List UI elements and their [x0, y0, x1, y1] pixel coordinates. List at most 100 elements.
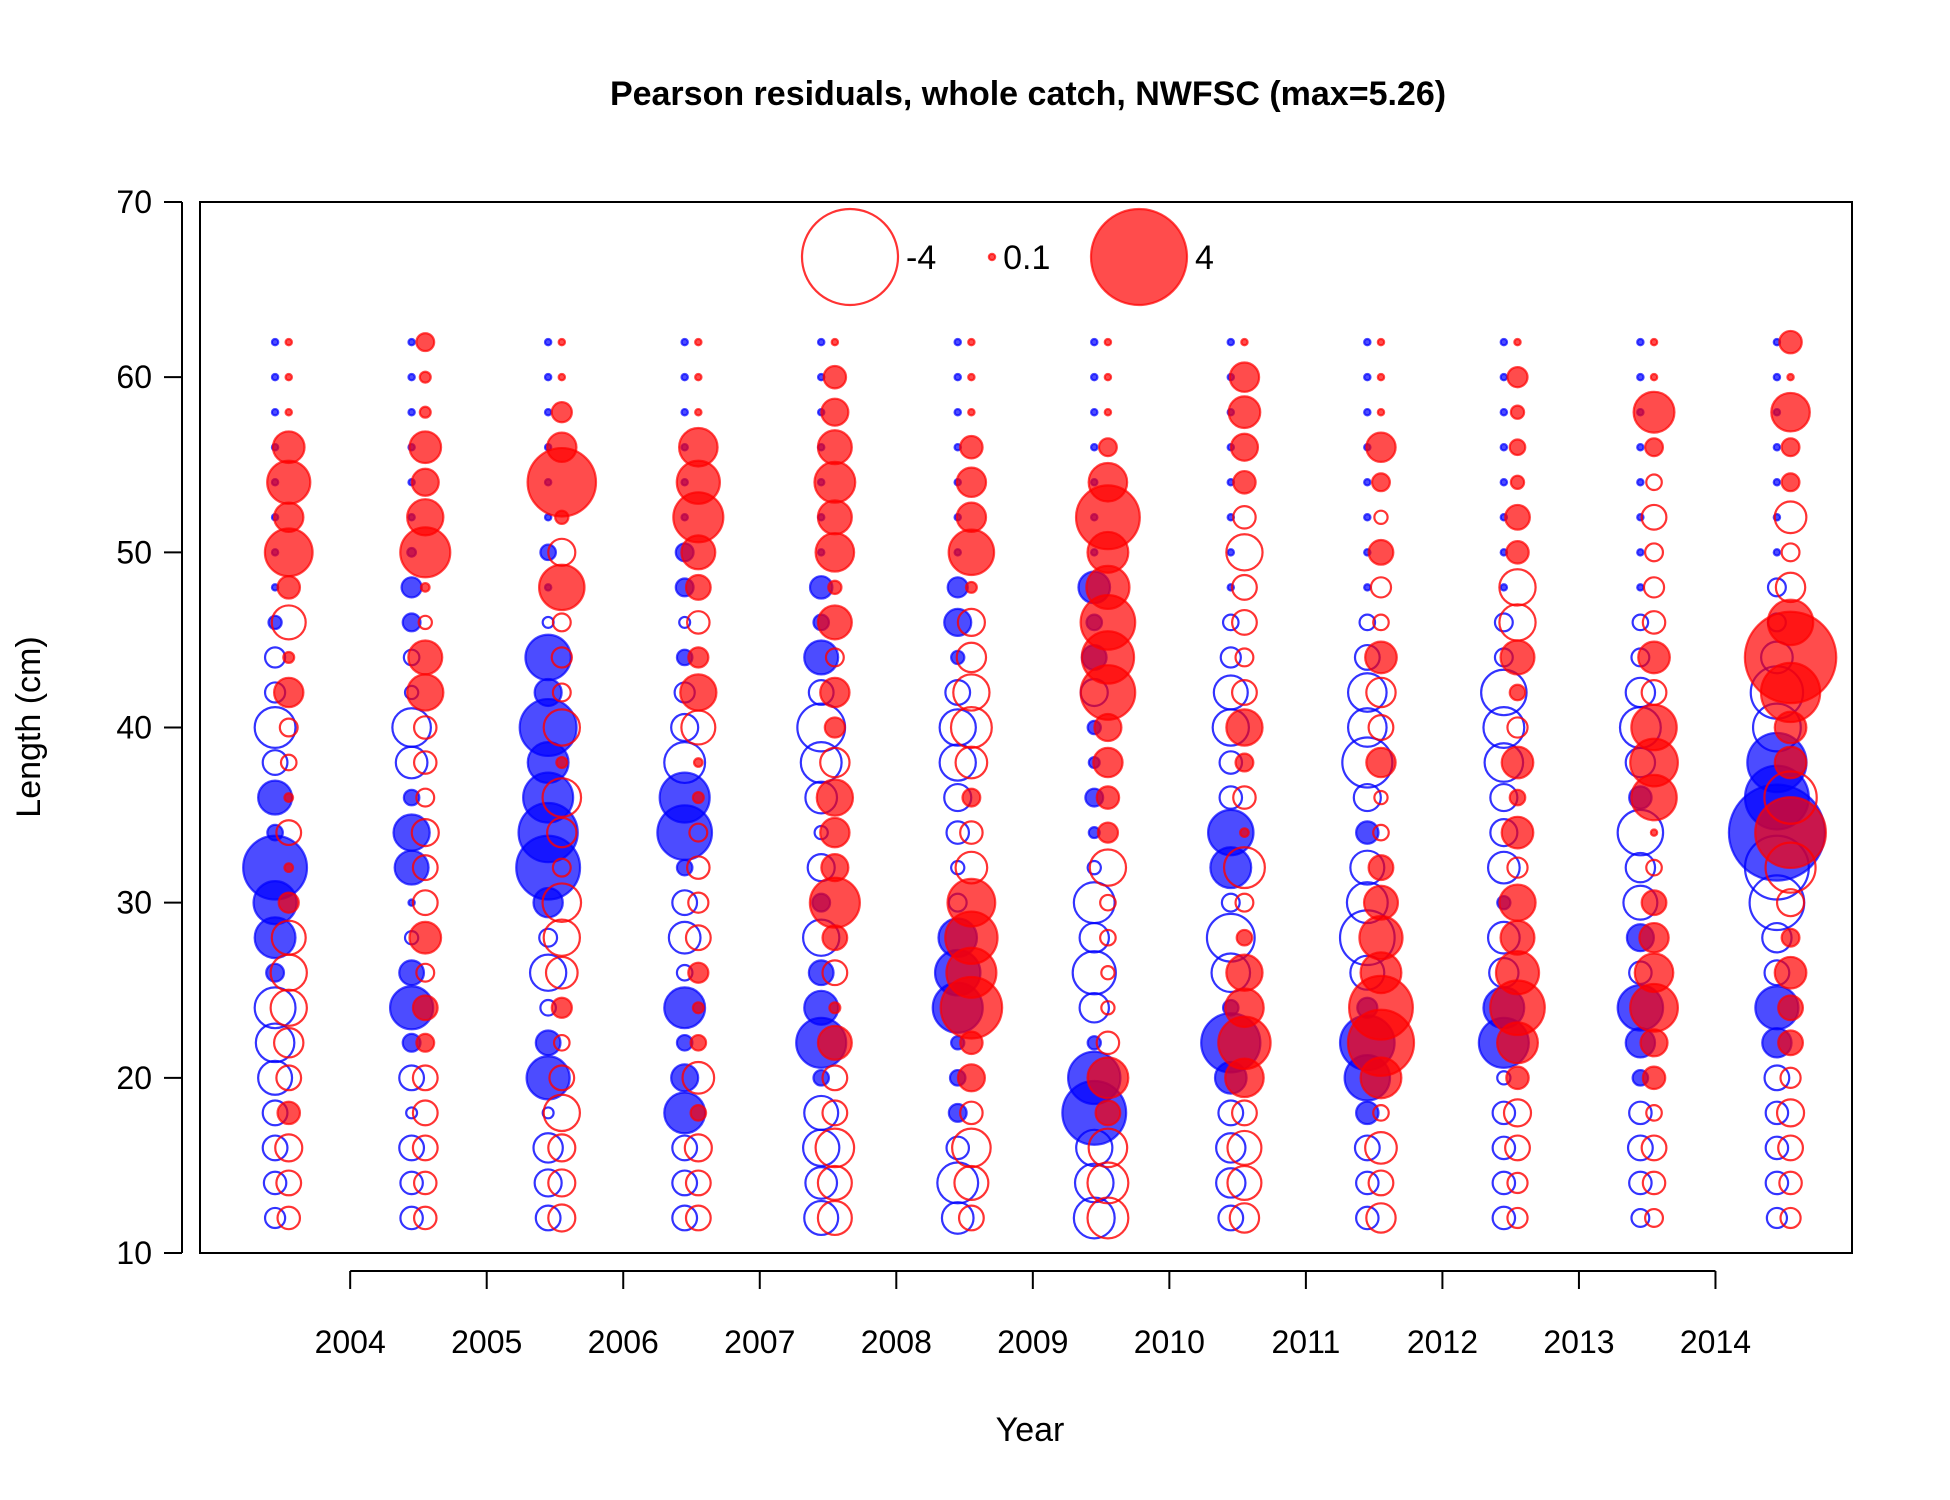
- bubble-point-s2: [824, 647, 845, 668]
- bubble-point-s2: [1103, 372, 1113, 382]
- bubble-point-s2: [820, 397, 850, 427]
- bubble-point-s1: [1078, 921, 1111, 954]
- bubble-point-s1: [1355, 820, 1380, 845]
- bubble-point-s2: [967, 407, 976, 417]
- bubble-point-s2: [542, 708, 582, 747]
- bubble-point-s1: [400, 576, 423, 599]
- bubble-point-s2: [1498, 568, 1537, 607]
- bubble-point-s2: [949, 705, 993, 749]
- bubble-point-s2: [964, 580, 978, 594]
- bubble-point-s2: [548, 1064, 576, 1092]
- bubble-point-s2: [270, 604, 307, 641]
- bubble-point-s1: [807, 959, 835, 987]
- bubble-point-s2: [961, 787, 982, 808]
- bubble-point-s1: [1624, 676, 1657, 709]
- bubble-point-s2: [1232, 504, 1257, 530]
- bubble-point-s2: [820, 853, 850, 883]
- bubble-point-s2: [1499, 639, 1536, 676]
- bubble-point-s2: [418, 370, 432, 384]
- bubble-point-s2: [1645, 473, 1663, 492]
- bubble-point-s2: [1780, 542, 1801, 563]
- bubble-point-s1: [253, 705, 297, 749]
- bubble-point-s2: [547, 1168, 577, 1198]
- bubble-point-s1: [936, 1161, 980, 1205]
- bubble-point-s1: [816, 337, 826, 347]
- bubble-point-s2: [688, 822, 709, 843]
- bubble-point-s1: [261, 749, 289, 776]
- bubble-point-s1: [263, 1206, 287, 1230]
- bubble-point-s1: [262, 1170, 288, 1196]
- bubble-point-s2: [415, 962, 436, 983]
- bubble-point-s2: [547, 1133, 577, 1163]
- bubble-point-s1: [1636, 372, 1645, 382]
- bubble-point-s2: [411, 854, 439, 882]
- bubble-point-s2: [1639, 1028, 1669, 1058]
- bubble-point-s1: [543, 372, 553, 382]
- bubble-point-s2: [814, 1127, 856, 1169]
- bubble-point-s1: [265, 962, 286, 983]
- bubble-point-s2: [1372, 823, 1390, 842]
- bubble-point-s2: [1506, 856, 1529, 879]
- bubble-point-s2: [692, 757, 704, 768]
- bubble-point-s1: [1346, 672, 1388, 713]
- legend-label: -4: [906, 239, 936, 277]
- bubble-point-s2: [1640, 889, 1668, 917]
- bubble-point-s1: [1491, 1170, 1517, 1196]
- bubble-point-s1: [1086, 859, 1102, 876]
- bubble-point-s2: [266, 459, 312, 505]
- bubble-point-s1: [1499, 478, 1509, 487]
- y-tick-label: 10: [116, 1235, 152, 1271]
- x-tick-label: 2011: [1271, 1324, 1340, 1360]
- bubble-point-s1: [803, 1199, 840, 1237]
- bubble-point-s2: [275, 1169, 303, 1197]
- bubble-point-s2: [953, 1164, 990, 1201]
- bubble-point-s2: [1230, 1099, 1258, 1127]
- bubble-point-s2: [1509, 404, 1526, 420]
- bubble-point-s1: [947, 1102, 968, 1123]
- chart-title: Pearson residuals, whole catch, NWFSC (m…: [610, 75, 1446, 113]
- bubble-point-s1: [675, 858, 694, 877]
- bubble-point-s1: [1491, 1135, 1517, 1161]
- bubble-point-s1: [532, 1132, 564, 1164]
- legend-label: 0.1: [1003, 239, 1050, 277]
- bubble-point-s2: [411, 1064, 439, 1092]
- bubble-point-s2: [1372, 1104, 1390, 1122]
- bubble-point-s1: [1217, 1204, 1245, 1232]
- bubble-point-s2: [277, 891, 300, 914]
- bubble-point-s2: [1234, 892, 1255, 913]
- bubble-point-s2: [679, 673, 718, 712]
- bubble-point-s2: [684, 1169, 712, 1197]
- bubble-point-s1: [1636, 583, 1645, 592]
- bubble-point-s2: [275, 819, 303, 847]
- bubble-point-s2: [691, 791, 705, 805]
- bubble-point-s1: [525, 1055, 571, 1101]
- bubble-point-s1: [812, 1068, 831, 1087]
- bubble-point-s1: [804, 1166, 839, 1200]
- bubble-point-s2: [411, 889, 439, 917]
- bubble-point-s2: [1364, 640, 1398, 675]
- bubble-point-s1: [1217, 1099, 1245, 1127]
- bubble-point-s2: [1087, 1127, 1129, 1169]
- bubble-point-s2: [1097, 437, 1118, 458]
- bubble-point-s2: [1086, 1196, 1130, 1240]
- bubble-point-s2: [1766, 598, 1815, 647]
- bubble-point-s1: [678, 615, 692, 629]
- bubble-point-s2: [967, 337, 976, 347]
- bubble-point-s2: [954, 745, 989, 780]
- bubble-point-s2: [274, 1133, 304, 1163]
- bubble-point-s2: [272, 676, 305, 709]
- bubble-point-s2: [955, 501, 988, 534]
- bubble-point-s2: [1641, 610, 1667, 635]
- bubble-point-s2: [684, 1204, 712, 1232]
- bubble-point-s2: [1222, 846, 1266, 890]
- bubble-point-s2: [1780, 472, 1801, 493]
- bubble-point-s2: [272, 501, 305, 534]
- bubble-point-s2: [271, 430, 306, 465]
- bubble-point-s2: [1365, 676, 1397, 709]
- bubble-point-s2: [551, 857, 572, 878]
- bubble-point-s1: [1355, 1170, 1380, 1196]
- y-tick-label: 60: [116, 359, 152, 395]
- bubble-point-s2: [1773, 500, 1808, 535]
- bubble-point-s1: [543, 337, 553, 347]
- bubble-point-s1: [1499, 337, 1509, 347]
